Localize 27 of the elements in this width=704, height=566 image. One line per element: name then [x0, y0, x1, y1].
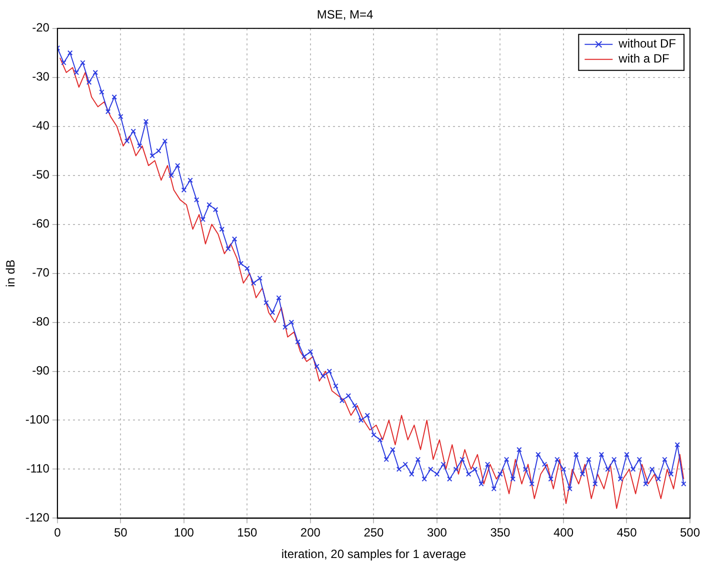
y-tick-label: -120 [25, 510, 50, 525]
x-tick-label: 300 [426, 526, 448, 540]
y-axis-title: in dB [4, 260, 18, 287]
x-tick-label: 500 [680, 526, 700, 540]
x-tick-label: 50 [114, 526, 128, 540]
x-tick-label: 400 [553, 526, 574, 540]
chart-title: MSE, M=4 [316, 8, 374, 22]
legend-label: without DF [618, 36, 676, 51]
x-axis-title: iteration, 20 samples for 1 average [281, 547, 466, 562]
x-tick-label: 200 [300, 526, 321, 540]
x-tick-label: 150 [237, 526, 258, 540]
y-tick-label: -90 [32, 364, 50, 378]
y-tick-label: -110 [26, 462, 50, 476]
y-tick-label: -20 [32, 20, 50, 35]
x-tick-label: 100 [174, 526, 194, 540]
y-tick-label: -60 [32, 216, 50, 231]
x-tick-label: 0 [54, 526, 62, 540]
y-tick-label: -30 [32, 70, 50, 84]
y-tick-label: -70 [32, 266, 50, 280]
y-tick-label: -100 [25, 412, 50, 427]
y-tick-label: -80 [32, 314, 50, 329]
y-tick-label: -40 [32, 118, 50, 133]
x-tick-label: 350 [490, 526, 511, 540]
legend-label: with a DF [618, 52, 670, 66]
x-tick-label: 250 [364, 526, 384, 540]
x-tick-label: 450 [616, 526, 638, 540]
y-tick-label: -50 [32, 168, 50, 182]
